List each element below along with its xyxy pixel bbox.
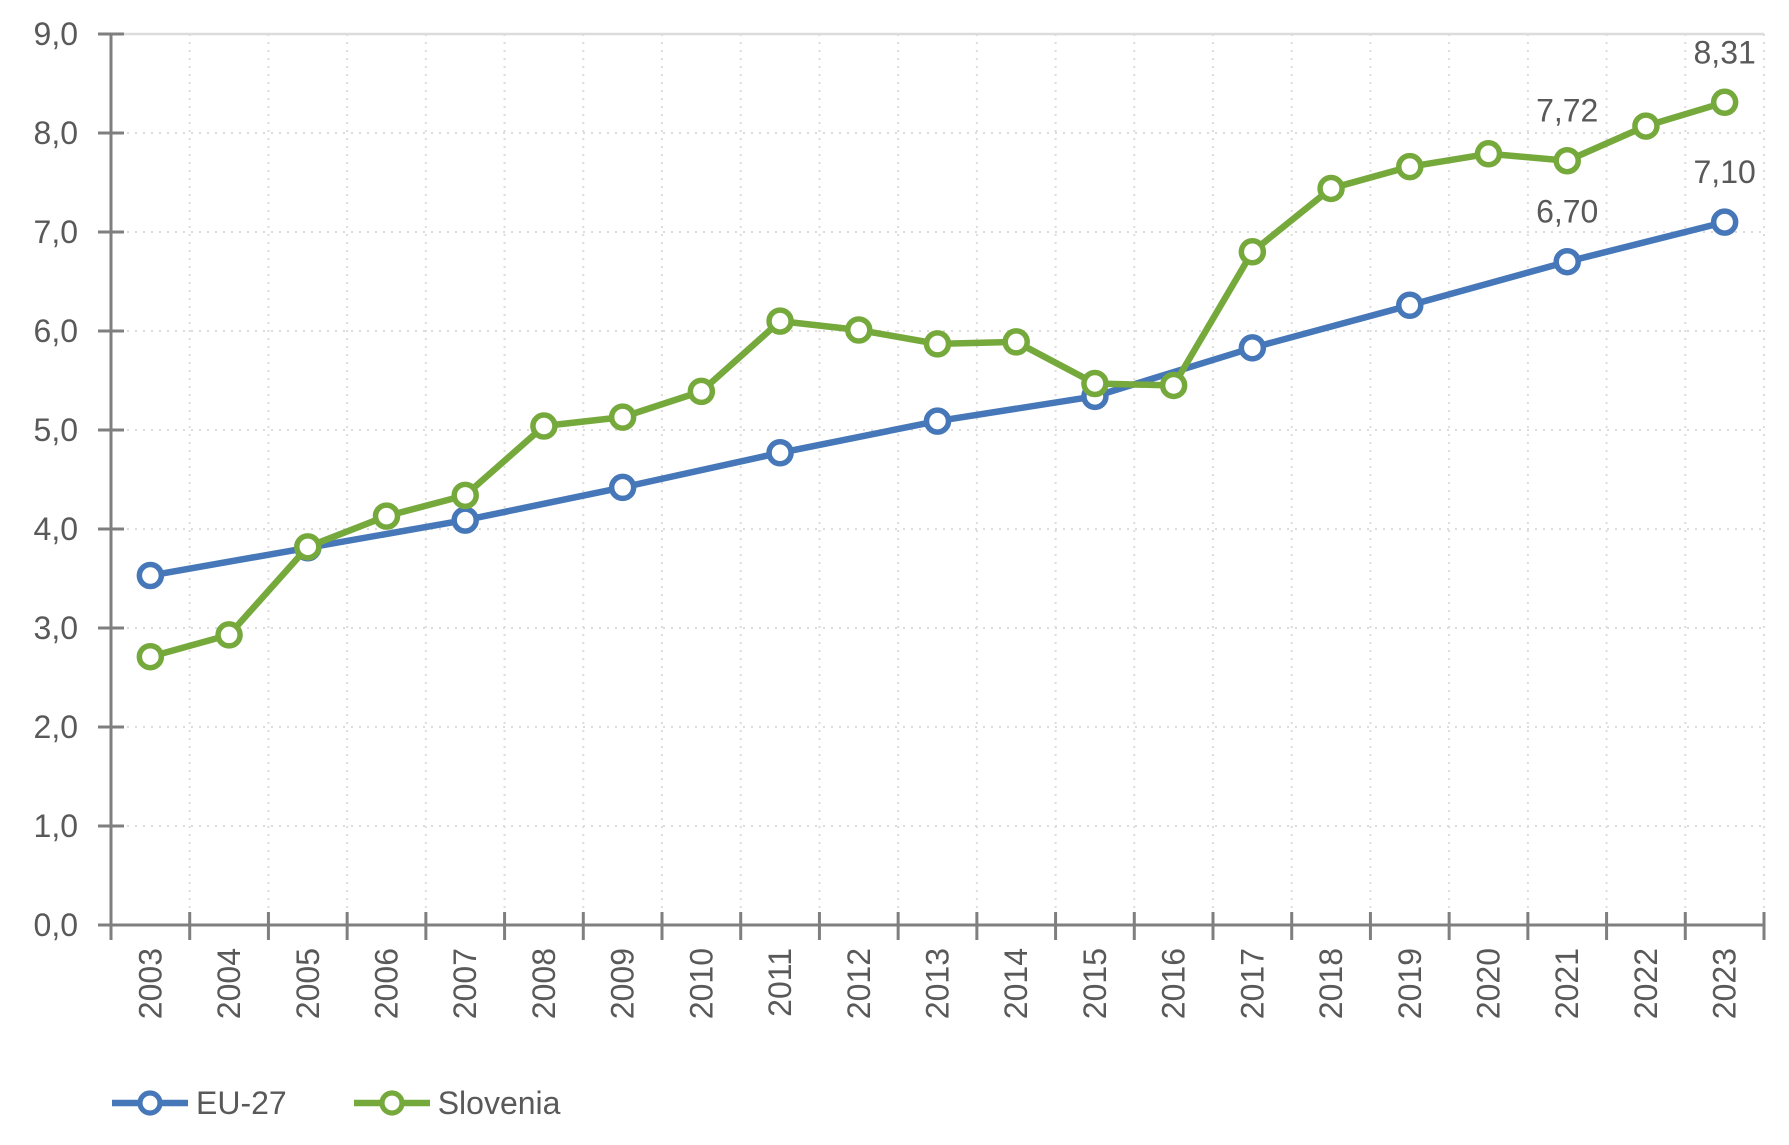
series-line: [147, 99, 1728, 660]
data-point-marker: [1159, 371, 1188, 400]
data-point-marker: [1632, 112, 1660, 140]
axes: [98, 32, 1766, 940]
y-tick-label: 8,0: [34, 115, 78, 151]
gridlines: [111, 32, 1765, 925]
data-point-marker: [923, 330, 952, 358]
x-tick-label: 2021: [1549, 948, 1585, 1019]
data-point-marker: [608, 473, 637, 502]
y-tick-label: 7,0: [34, 214, 78, 250]
y-tick-label: 4,0: [34, 511, 78, 547]
x-tick-label: 2009: [605, 948, 641, 1019]
data-point-marker: [136, 642, 165, 671]
x-tick-label: 2018: [1313, 948, 1349, 1019]
x-tick-label: 2014: [998, 948, 1034, 1019]
data-point-marker: [1081, 369, 1109, 398]
data-point-marker: [215, 621, 243, 649]
legend-swatch-slovenia: [353, 1090, 430, 1116]
x-tick-label: 2016: [1156, 948, 1192, 1019]
data-label: 8,31: [1694, 34, 1756, 70]
data-point-marker: [1553, 146, 1581, 175]
data-labels: 6,70 7,10 7,72 8,31: [1536, 34, 1756, 229]
data-point-marker: [451, 481, 479, 510]
x-tick-label: 2019: [1392, 948, 1428, 1019]
data-point-marker: [1238, 238, 1267, 266]
legend-item-slovenia: Slovenia: [353, 1080, 561, 1126]
data-point-marker: [1710, 208, 1739, 236]
data-label: 6,70: [1536, 194, 1598, 230]
legend-item-eu-27: EU-27: [111, 1080, 287, 1126]
data-label: 7,10: [1694, 154, 1756, 190]
x-tick-label: 2008: [526, 948, 562, 1019]
x-axis-labels: 2003 2004 2005 2006 2007 2008 2009 2010 2011 2012…: [132, 948, 1742, 1019]
data-point-marker: [687, 377, 716, 406]
x-tick-label: 2007: [447, 948, 483, 1019]
data-point-marker: [1474, 140, 1503, 168]
x-tick-label: 2015: [1077, 948, 1113, 1019]
legend-label-slovenia: Slovenia: [437, 1085, 561, 1121]
x-tick-label: 2004: [211, 948, 247, 1019]
series-slovenia: [136, 88, 1739, 671]
legend-label-eu-27: EU-27: [196, 1085, 287, 1121]
x-tick-label: 2023: [1707, 948, 1743, 1019]
data-point-marker: [608, 403, 637, 431]
data-point-marker: [530, 412, 558, 440]
legend-swatch-eu-27: [112, 1090, 188, 1116]
data-point-marker: [294, 533, 322, 561]
data-point-marker: [1002, 328, 1030, 356]
series-eu-27: [136, 208, 1739, 590]
chart-legend: EU-27 Slovenia: [111, 1080, 560, 1126]
y-tick-label: 2,0: [34, 709, 78, 745]
data-point-marker: [1396, 152, 1424, 181]
x-tick-label: 2022: [1628, 948, 1664, 1019]
x-tick-label: 2013: [920, 948, 956, 1019]
data-label: 7,72: [1536, 93, 1598, 129]
data-point-marker: [845, 316, 873, 344]
x-tick-label: 2010: [683, 948, 719, 1019]
data-point-marker: [1553, 247, 1581, 276]
y-tick-label: 3,0: [34, 610, 78, 646]
y-tick-label: 0,0: [34, 907, 78, 943]
data-point-marker: [1317, 174, 1345, 203]
data-point-marker: [136, 561, 165, 590]
y-tick-label: 6,0: [34, 313, 78, 349]
data-point-marker: [766, 439, 794, 467]
data-point-marker: [923, 407, 952, 435]
y-axis-labels: 0,0 1,0 2,0 3,0 4,0 5,0 6,0 7,0 8,0 9,0: [34, 16, 78, 943]
x-tick-label: 2006: [369, 948, 405, 1019]
y-tick-label: 1,0: [34, 808, 78, 844]
data-point-marker: [766, 307, 794, 335]
x-tick-label: 2005: [290, 948, 326, 1019]
data-point-marker: [372, 502, 401, 530]
data-point-marker: [1238, 334, 1267, 362]
y-tick-label: 9,0: [34, 16, 78, 52]
x-tick-label: 2003: [132, 948, 168, 1019]
data-point-marker: [1396, 291, 1424, 320]
x-tick-label: 2011: [762, 948, 798, 1017]
data-point-marker: [1710, 88, 1739, 117]
x-tick-label: 2020: [1471, 948, 1507, 1019]
y-tick-label: 5,0: [34, 412, 78, 448]
data-point-marker: [451, 506, 479, 534]
x-tick-label: 2017: [1234, 948, 1270, 1019]
x-tick-label: 2012: [841, 948, 877, 1019]
